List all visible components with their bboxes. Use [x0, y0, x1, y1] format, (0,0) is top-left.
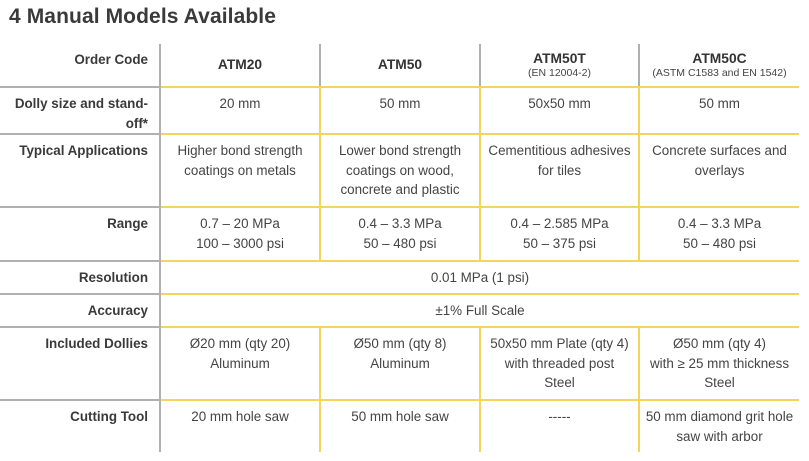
model-header-atm50: ATM50: [320, 44, 481, 88]
cell-atm20: 20 mm: [160, 87, 321, 135]
specs-table: Order Code ATM20 ATM50 ATM50T (EN 12004-…: [0, 44, 799, 452]
model-code: ATM50C: [692, 51, 747, 66]
cell-atm50: 50 mm: [320, 87, 481, 135]
cell-atm50t: Cementitious adhesives for tiles: [480, 134, 640, 208]
page-title: 4 Manual Models Available: [9, 5, 277, 28]
row-label: Typical Applications: [0, 134, 161, 208]
row-label: Included Dollies: [0, 327, 161, 401]
row-range: Range 0.7 – 20 MPa 100 – 3000 psi 0.4 – …: [0, 207, 799, 262]
row-label: Resolution: [0, 261, 161, 295]
cell-atm50c: 50 mm diamond grit hole saw with arbor: [645, 409, 794, 444]
cell-atm50: 50 mm hole saw: [320, 400, 481, 452]
row-resolution: Resolution 0.01 MPa (1 psi): [0, 261, 799, 295]
cell-atm20: 0.7 – 20 MPa 100 – 3000 psi: [160, 207, 321, 262]
row-label: Range: [0, 207, 161, 262]
cell-atm50c: 0.4 – 3.3 MPa 50 – 480 psi: [639, 207, 799, 262]
model-code: ATM20: [217, 57, 263, 72]
cell-atm50: Ø50 mm (qty 8) Aluminum: [320, 327, 481, 401]
row-label: Cutting Tool: [0, 400, 161, 452]
model-code: ATM50: [377, 57, 423, 72]
row-label: Accuracy: [0, 294, 161, 328]
cell-atm50: Lower bond strength coatings on wood, co…: [320, 134, 481, 208]
row-label-order-code: Order Code: [0, 44, 161, 88]
row-label: Dolly size and stand-off*: [0, 87, 161, 135]
row-cutting-tool: Cutting Tool 20 mm hole saw 50 mm hole s…: [0, 400, 799, 452]
cell-atm50c: Ø50 mm (qty 4) with ≥ 25 mm thickness St…: [639, 327, 799, 401]
cell-atm50t: 50x50 mm Plate (qty 4) with threaded pos…: [480, 327, 640, 401]
cell-atm20: Ø20 mm (qty 20) Aluminum: [160, 327, 321, 401]
model-standard: (ASTM C1583 and EN 1542): [652, 67, 787, 79]
model-standard: (EN 12004-2): [527, 67, 592, 79]
model-header-atm20: ATM20: [160, 44, 321, 88]
model-code: ATM50T: [533, 51, 586, 66]
cell-atm50: 0.4 – 3.3 MPa 50 – 480 psi: [320, 207, 481, 262]
cell-atm20: Higher bond strength coatings on metals: [160, 134, 321, 208]
cell-all-models: 0.01 MPa (1 psi): [160, 261, 799, 295]
model-header-atm50c: ATM50C (ASTM C1583 and EN 1542): [639, 44, 799, 88]
cell-atm50t: 0.4 – 2.585 MPa 50 – 375 psi: [480, 207, 640, 262]
row-accuracy: Accuracy ±1% Full Scale: [0, 294, 799, 328]
cell-atm50t: -----: [480, 400, 640, 452]
cell-atm50c: Concrete surfaces and overlays: [639, 134, 799, 208]
model-header-atm50t: ATM50T (EN 12004-2): [480, 44, 640, 88]
row-dollies: Included Dollies Ø20 mm (qty 20) Aluminu…: [0, 327, 799, 401]
cell-atm20: 20 mm hole saw: [160, 400, 321, 452]
cell-atm50t: 50x50 mm: [480, 87, 640, 135]
row-dolly-size: Dolly size and stand-off* 20 mm 50 mm 50…: [0, 87, 799, 135]
row-applications: Typical Applications Higher bond strengt…: [0, 134, 799, 208]
cell-atm50c: 50 mm: [639, 87, 799, 135]
cell-all-models: ±1% Full Scale: [160, 294, 799, 328]
header-row: Order Code ATM20 ATM50 ATM50T (EN 12004-…: [0, 44, 799, 88]
